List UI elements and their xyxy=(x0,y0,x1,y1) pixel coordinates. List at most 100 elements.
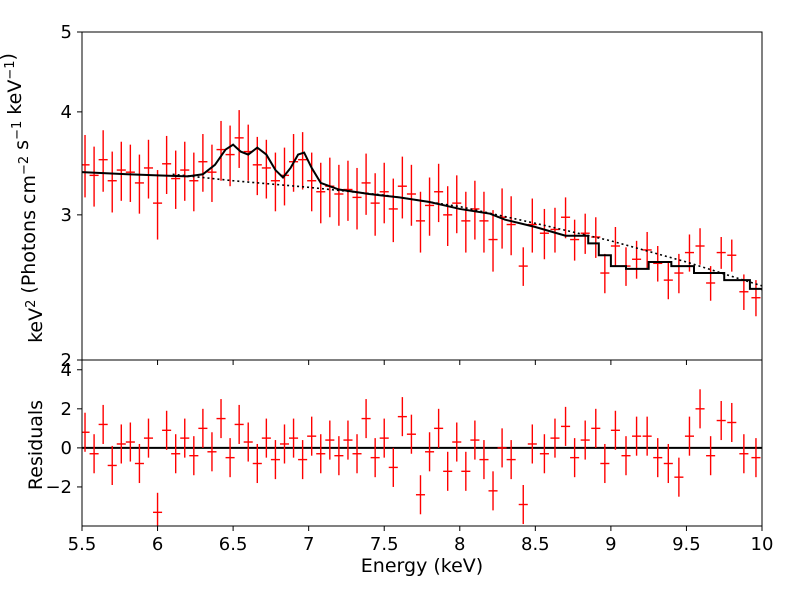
x-tick-label: 7 xyxy=(303,534,314,555)
residual-point xyxy=(706,436,716,476)
spectrum-data-point xyxy=(550,207,560,253)
residuals-panel-frame xyxy=(81,359,763,527)
residual-point xyxy=(727,402,737,443)
spectrum-data-point xyxy=(189,152,199,212)
residual-point xyxy=(452,422,462,462)
spectrum-data-point xyxy=(452,175,462,234)
residual-point xyxy=(561,406,571,446)
x-tick-label: 6.5 xyxy=(219,534,248,555)
residual-point xyxy=(695,389,705,429)
residual-point xyxy=(580,420,590,460)
residual-point xyxy=(134,443,144,484)
spectrum-data-point xyxy=(216,120,226,181)
residual-point xyxy=(243,422,253,462)
residual-point xyxy=(632,416,642,456)
spectrum-data-point xyxy=(518,247,528,286)
residual-point xyxy=(171,434,181,474)
residuals-y-tick-label: −2 xyxy=(45,477,72,498)
spectrum-data-point xyxy=(388,178,398,243)
spectrum-data-point xyxy=(361,153,371,215)
spectrum-data-point xyxy=(632,240,642,279)
residual-point xyxy=(591,408,601,448)
residual-point xyxy=(125,422,135,462)
residual-point xyxy=(352,434,362,474)
residual-point xyxy=(189,436,199,476)
residual-point xyxy=(497,428,507,468)
spectrum-data-point xyxy=(406,164,416,226)
spectrum-data-point xyxy=(125,144,135,202)
spectrum-y-tick-label: 4 xyxy=(61,102,72,123)
spectrum-panel-frame xyxy=(81,31,763,361)
residual-point xyxy=(261,418,271,458)
spectrum-data-point xyxy=(580,213,590,254)
residual-point xyxy=(388,447,398,487)
residual-point xyxy=(653,438,663,478)
residual-point xyxy=(642,416,652,456)
spectrum-plot-area xyxy=(82,110,762,317)
spectrum-data-point xyxy=(370,173,380,236)
spectrum-data-point xyxy=(600,253,610,294)
spectrum-data-point xyxy=(298,132,308,190)
spectrum-data-point xyxy=(653,246,663,282)
x-axis-label: Energy (keV) xyxy=(361,555,483,577)
residual-point xyxy=(198,408,208,448)
residual-point xyxy=(252,443,262,484)
residual-point xyxy=(107,445,117,485)
residual-point xyxy=(751,438,761,478)
spectrum-y-tick-label: 2 xyxy=(61,350,72,371)
spectrum-data-point xyxy=(116,141,126,201)
residual-point xyxy=(116,424,126,464)
residuals-y-tick-label: 2 xyxy=(61,399,72,420)
spectrum-data-point xyxy=(695,228,705,265)
residual-point xyxy=(298,440,308,480)
residual-point xyxy=(143,418,154,458)
spectrum-y-axis-label: keV2 (Photons cm−2 s−1 keV−1) xyxy=(0,53,47,343)
spectrum-data-point xyxy=(727,239,737,272)
spectrum-data-point xyxy=(397,156,407,219)
residual-point xyxy=(153,492,163,526)
spectrum-data-point xyxy=(716,237,726,269)
spectrum-data-point xyxy=(162,135,172,194)
residual-point xyxy=(663,443,673,484)
residual-point xyxy=(379,418,389,458)
spectrum-data-point xyxy=(270,152,280,212)
spectrum-data-point xyxy=(434,163,444,223)
spectrum-data-point xyxy=(488,210,498,272)
spectrum-data-point xyxy=(234,110,244,168)
residual-point xyxy=(674,457,684,497)
continuum-model-line xyxy=(172,173,762,287)
spectrum-data-point xyxy=(252,136,262,196)
residual-point xyxy=(461,451,471,491)
spectrum-data-point xyxy=(415,191,426,253)
spectrum-data-point xyxy=(706,266,716,301)
spectrum-data-point xyxy=(425,177,435,236)
residual-point xyxy=(415,475,426,515)
residual-point xyxy=(506,440,516,480)
residual-point xyxy=(739,434,749,474)
spectrum-data-point xyxy=(307,152,317,212)
residual-point xyxy=(289,418,299,458)
residual-point xyxy=(443,451,453,491)
residual-point xyxy=(684,416,694,456)
spectrum-data-point xyxy=(261,139,271,199)
spectrum-y-tick-label: 5 xyxy=(61,22,72,43)
spectrum-data-point xyxy=(225,125,235,187)
spectrum-y-tick-label: 3 xyxy=(61,205,72,226)
spectrum-data-point xyxy=(539,208,549,260)
residual-point xyxy=(550,418,560,458)
residual-point xyxy=(270,440,280,480)
spectrum-data-point xyxy=(198,134,208,192)
residual-point xyxy=(621,436,631,476)
spectrum-data-point xyxy=(674,253,684,294)
residual-point xyxy=(425,432,435,472)
spectrum-data-point xyxy=(98,130,108,192)
residual-point xyxy=(527,424,537,464)
residual-point xyxy=(316,434,326,474)
spectrum-data-point xyxy=(316,162,326,224)
residual-point xyxy=(610,410,620,450)
residual-point xyxy=(716,401,726,441)
residual-point xyxy=(279,424,290,464)
spectrum-data-point xyxy=(479,191,489,253)
